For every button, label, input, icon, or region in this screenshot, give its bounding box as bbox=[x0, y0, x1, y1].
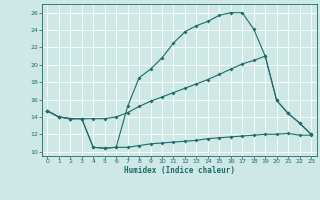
X-axis label: Humidex (Indice chaleur): Humidex (Indice chaleur) bbox=[124, 166, 235, 175]
